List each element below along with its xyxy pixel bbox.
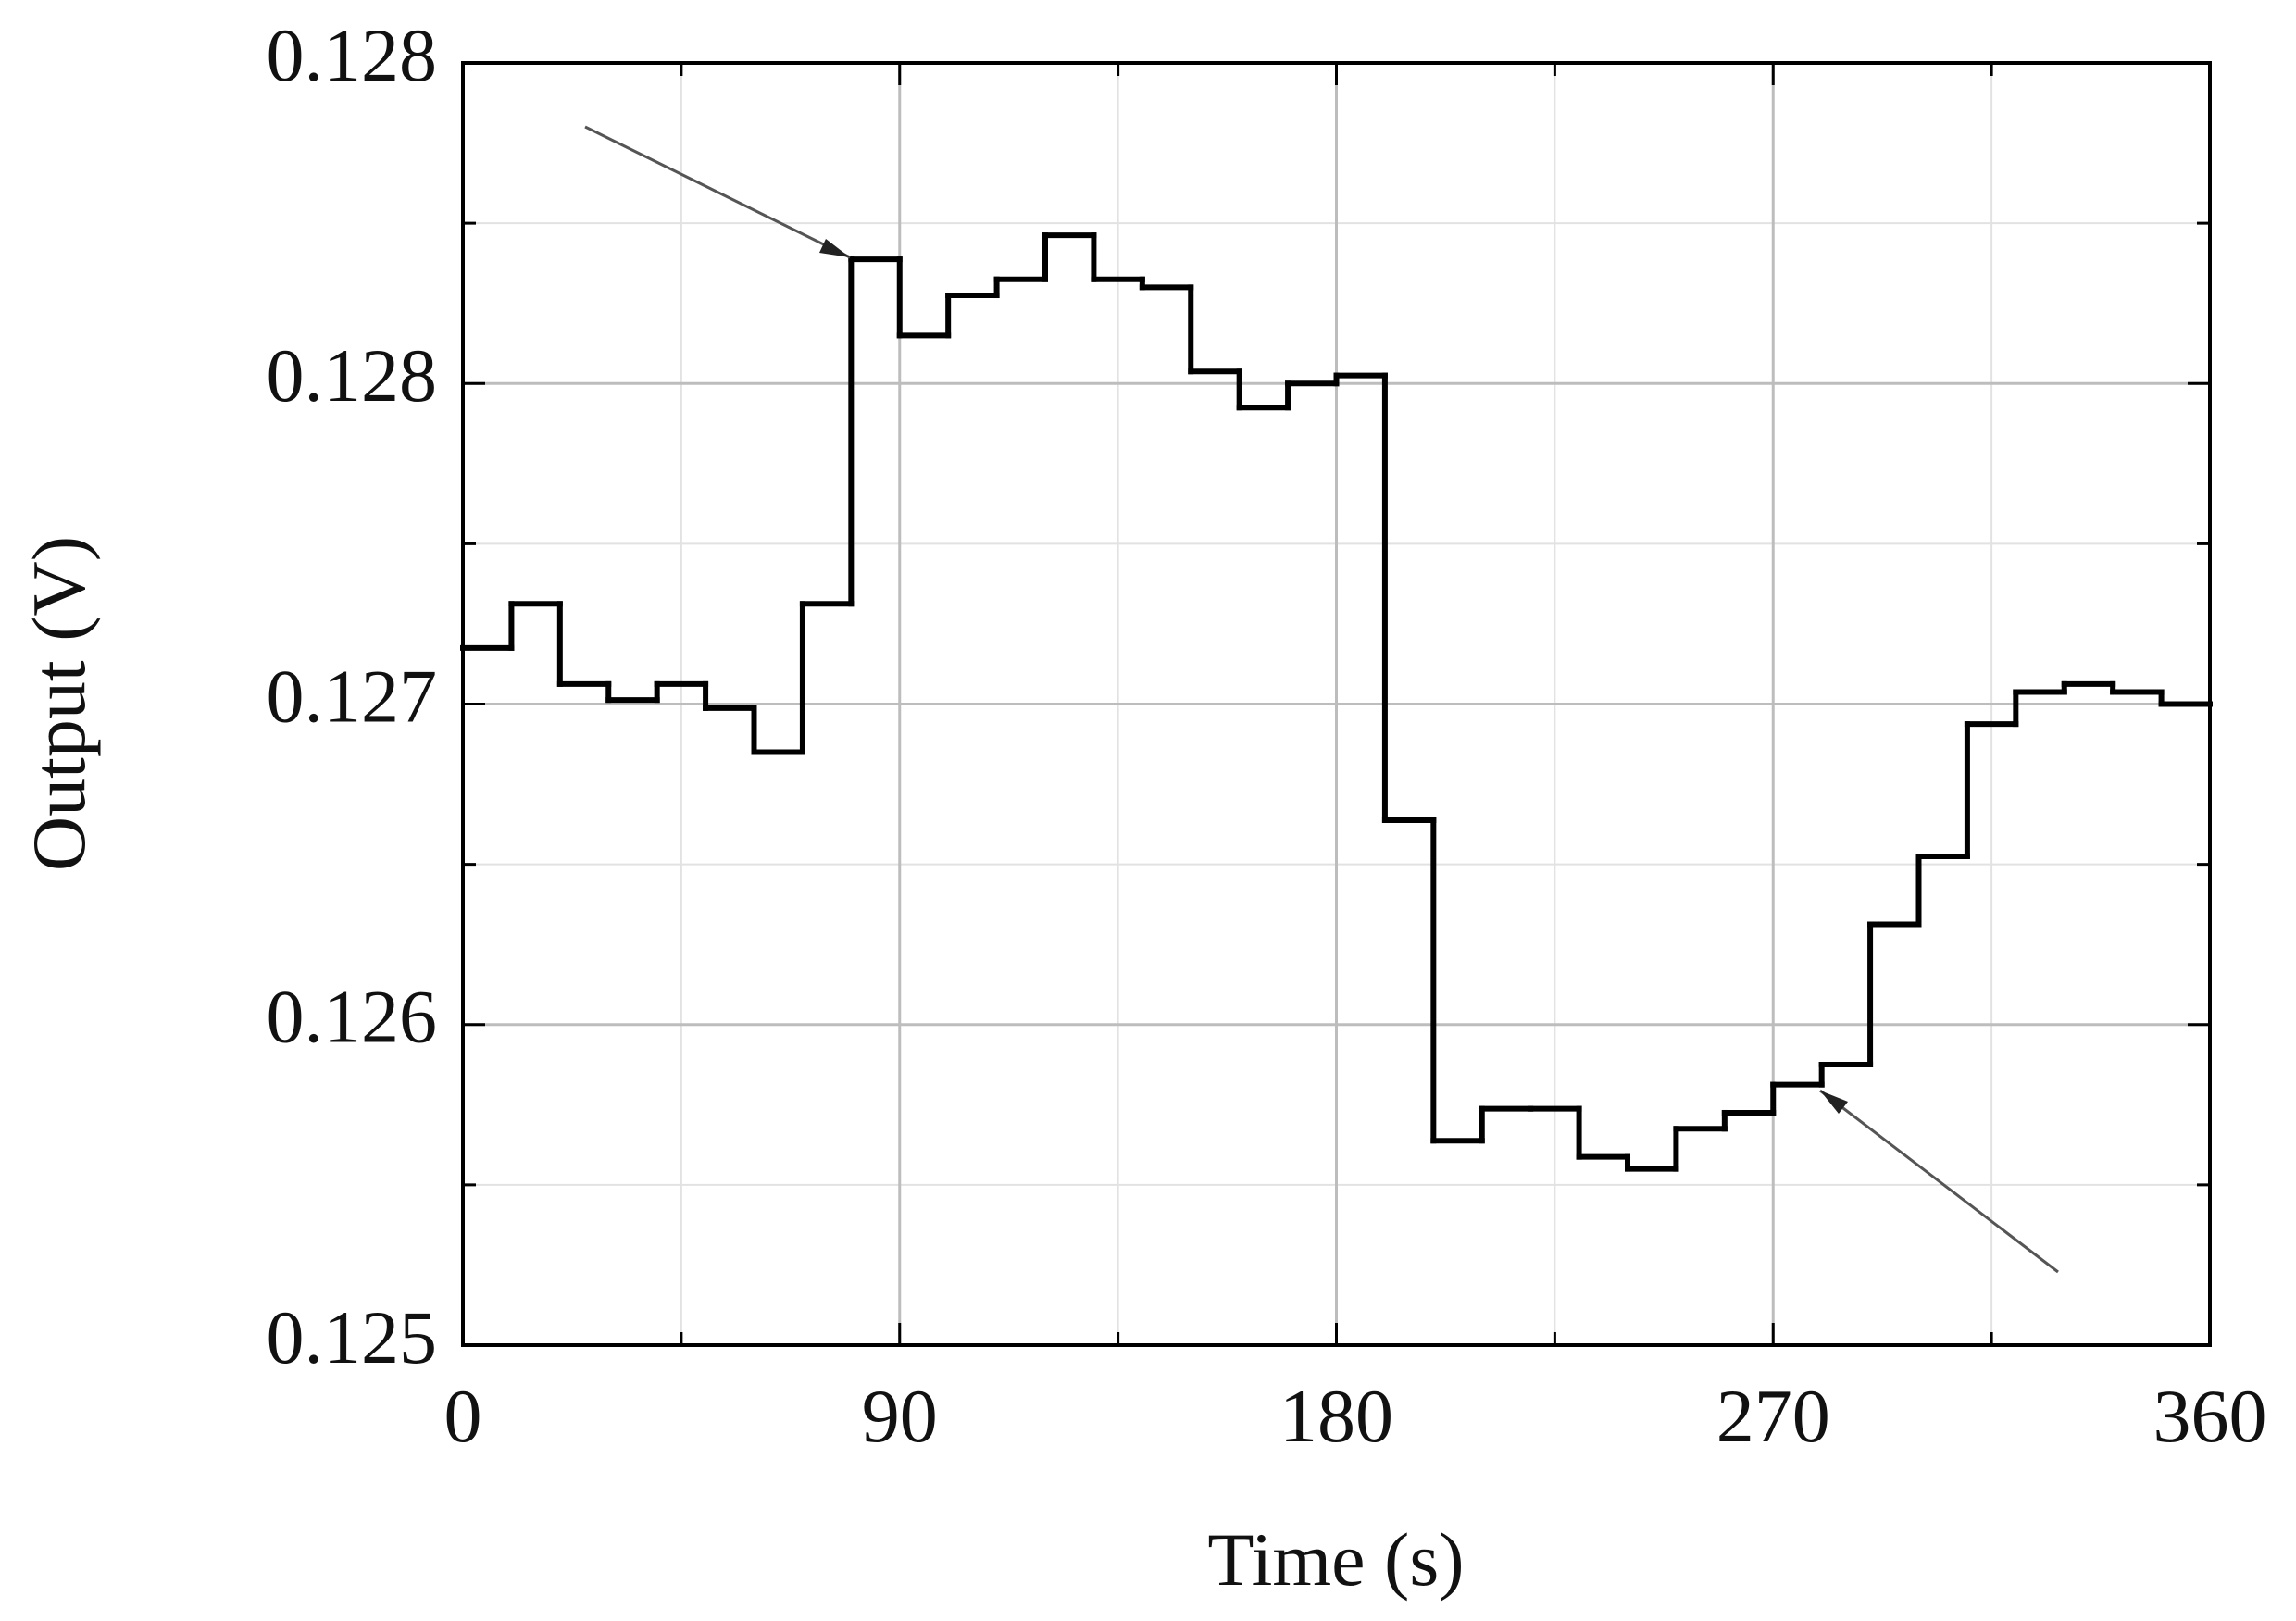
y-tick-label: 0.125 bbox=[267, 1295, 438, 1379]
plot-frame bbox=[461, 61, 2212, 1347]
y-tick-label: 0.127 bbox=[267, 654, 438, 738]
x-tick-label: 360 bbox=[2153, 1374, 2267, 1458]
x-tick-label: 180 bbox=[1279, 1374, 1393, 1458]
x-tick-label: 0 bbox=[444, 1374, 482, 1458]
x-tick-label: 270 bbox=[1716, 1374, 1830, 1458]
annotation-arrow bbox=[584, 125, 851, 259]
annotation-arrow bbox=[1819, 1089, 2059, 1274]
y-axis-label: Output (V) bbox=[17, 536, 101, 871]
y-tick-label: 0.128 bbox=[267, 13, 438, 97]
x-tick-label: 90 bbox=[862, 1374, 938, 1458]
grid bbox=[461, 61, 2212, 1347]
x-axis-label: Time (s) bbox=[1207, 1517, 1464, 1602]
y-tick-label: 0.128 bbox=[267, 333, 438, 418]
arrow-head bbox=[1820, 1091, 1848, 1114]
arrow-head bbox=[819, 239, 850, 257]
y-tick-label: 0.126 bbox=[267, 975, 438, 1059]
plot-area bbox=[460, 232, 2213, 1172]
